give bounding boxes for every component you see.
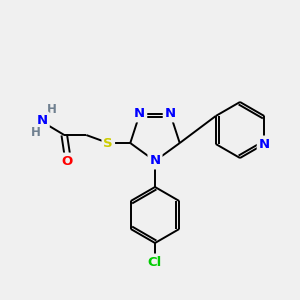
Text: N: N [259,137,270,151]
Text: Cl: Cl [148,256,162,268]
Text: S: S [103,136,113,149]
Text: N: N [165,107,176,121]
Text: N: N [134,107,145,121]
Text: N: N [37,113,48,127]
Text: H: H [31,125,41,139]
Text: H: H [47,103,57,116]
Text: O: O [61,154,73,167]
Text: N: N [149,154,161,167]
